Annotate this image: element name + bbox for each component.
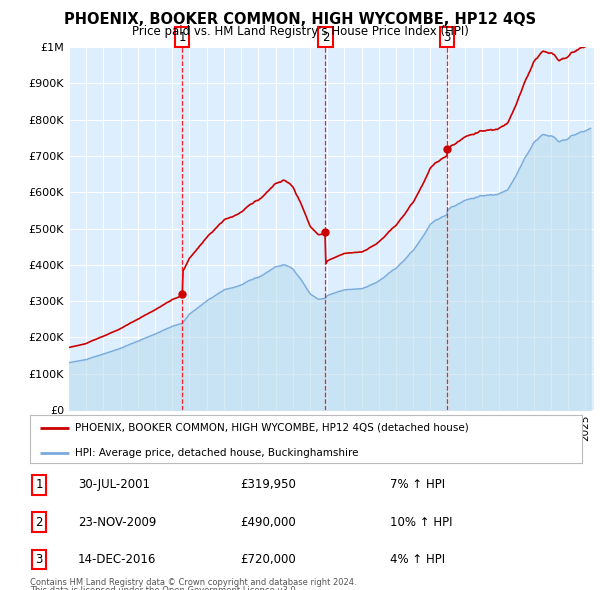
Text: PHOENIX, BOOKER COMMON, HIGH WYCOMBE, HP12 4QS: PHOENIX, BOOKER COMMON, HIGH WYCOMBE, HP… [64, 12, 536, 27]
Text: £490,000: £490,000 [240, 516, 296, 529]
Text: 2: 2 [35, 516, 43, 529]
Text: 4% ↑ HPI: 4% ↑ HPI [390, 553, 445, 566]
Text: £319,950: £319,950 [240, 478, 296, 491]
Text: £720,000: £720,000 [240, 553, 296, 566]
Text: Price paid vs. HM Land Registry's House Price Index (HPI): Price paid vs. HM Land Registry's House … [131, 25, 469, 38]
Text: HPI: Average price, detached house, Buckinghamshire: HPI: Average price, detached house, Buck… [75, 447, 359, 457]
Text: PHOENIX, BOOKER COMMON, HIGH WYCOMBE, HP12 4QS (detached house): PHOENIX, BOOKER COMMON, HIGH WYCOMBE, HP… [75, 423, 469, 433]
Text: 1: 1 [179, 31, 186, 44]
Text: 2: 2 [322, 31, 329, 44]
Text: 1: 1 [35, 478, 43, 491]
Text: 30-JUL-2001: 30-JUL-2001 [78, 478, 150, 491]
Text: 10% ↑ HPI: 10% ↑ HPI [390, 516, 452, 529]
Text: 7% ↑ HPI: 7% ↑ HPI [390, 478, 445, 491]
Text: 23-NOV-2009: 23-NOV-2009 [78, 516, 157, 529]
Text: 3: 3 [35, 553, 43, 566]
Text: 14-DEC-2016: 14-DEC-2016 [78, 553, 157, 566]
Text: 3: 3 [443, 31, 451, 44]
Text: This data is licensed under the Open Government Licence v3.0.: This data is licensed under the Open Gov… [30, 586, 298, 590]
Text: Contains HM Land Registry data © Crown copyright and database right 2024.: Contains HM Land Registry data © Crown c… [30, 578, 356, 587]
